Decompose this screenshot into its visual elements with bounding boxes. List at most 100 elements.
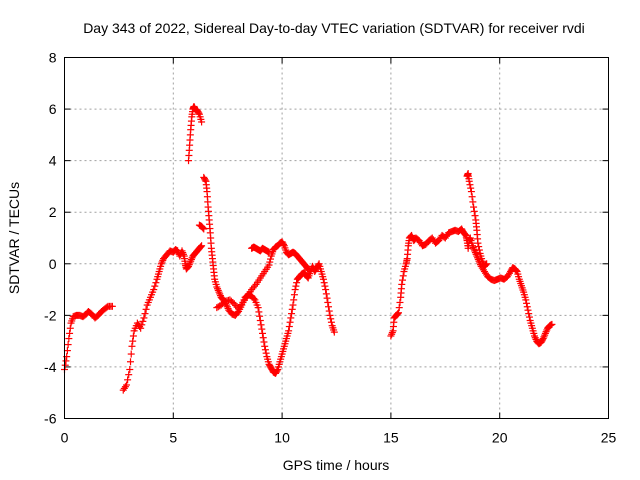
data-point — [200, 225, 208, 233]
data-point — [199, 224, 207, 232]
data-point — [66, 324, 74, 332]
data-point — [321, 282, 329, 290]
data-point — [539, 335, 547, 343]
data-point — [314, 261, 322, 269]
data-point — [108, 302, 116, 310]
data-point — [139, 317, 147, 325]
data-point — [469, 198, 477, 206]
data-point — [273, 367, 281, 375]
data-point — [512, 267, 520, 275]
data-point — [214, 286, 222, 294]
data-point — [254, 304, 262, 312]
data-point — [323, 294, 331, 302]
data-point — [158, 258, 166, 266]
data-point — [150, 286, 158, 294]
data-point — [388, 330, 396, 338]
y-tick-label: -6 — [44, 411, 57, 427]
data-point — [388, 329, 396, 337]
data-point — [471, 212, 479, 220]
x-tick-label: 20 — [492, 430, 508, 446]
data-point — [287, 314, 295, 322]
data-point — [538, 336, 546, 344]
data-point — [470, 207, 478, 215]
data-point — [126, 366, 134, 374]
data-point — [64, 341, 72, 349]
data-point — [469, 242, 476, 250]
data-point — [261, 346, 269, 354]
data-point — [326, 311, 334, 319]
data-points — [61, 102, 556, 394]
data-point — [186, 259, 194, 267]
data-point — [293, 279, 301, 287]
data-point — [259, 334, 267, 342]
data-point — [472, 250, 480, 258]
data-point — [467, 188, 475, 196]
data-point — [195, 109, 203, 117]
axis-ticks — [64, 57, 609, 419]
data-point — [523, 299, 531, 307]
data-point — [129, 337, 137, 345]
data-point — [187, 257, 195, 265]
data-point — [471, 249, 479, 257]
data-point — [483, 260, 491, 268]
x-axis-title: GPS time / hours — [283, 457, 390, 473]
data-point — [466, 181, 474, 189]
data-point — [468, 193, 476, 201]
data-point — [213, 283, 221, 291]
data-point — [327, 318, 335, 326]
data-point — [121, 383, 129, 391]
data-point — [531, 334, 539, 342]
data-point — [467, 184, 475, 192]
data-point — [266, 255, 274, 263]
data-point — [470, 245, 478, 253]
data-point — [327, 315, 335, 323]
data-point — [201, 176, 209, 184]
data-point — [63, 347, 71, 355]
data-point — [125, 371, 133, 379]
data-point — [399, 272, 407, 280]
y-tick-label: 6 — [49, 101, 57, 117]
data-point — [258, 325, 266, 333]
data-point — [187, 255, 195, 263]
data-point — [481, 262, 489, 270]
data-point — [541, 331, 549, 339]
data-point — [395, 309, 403, 317]
data-point — [214, 285, 222, 293]
data-point — [320, 279, 328, 287]
data-point — [393, 310, 401, 318]
data-point — [290, 296, 298, 304]
plot-frame — [64, 57, 609, 419]
y-tick-label: 2 — [49, 204, 57, 220]
data-point — [256, 317, 264, 325]
x-tick-label: 15 — [383, 430, 399, 446]
data-point — [129, 332, 137, 340]
data-point — [395, 304, 403, 312]
data-point — [540, 333, 548, 341]
data-point — [185, 262, 193, 270]
x-tick-label: 0 — [61, 430, 69, 446]
data-point — [394, 310, 402, 318]
data-point — [66, 329, 74, 337]
data-point — [157, 260, 165, 268]
grid-lines — [64, 57, 609, 419]
data-point — [256, 312, 264, 320]
data-point — [62, 357, 70, 365]
y-tick-label: 8 — [49, 50, 57, 66]
data-point — [123, 381, 131, 389]
y-tick-label: -2 — [44, 307, 57, 323]
data-point — [522, 296, 530, 304]
data-point — [288, 310, 296, 318]
data-point — [290, 291, 298, 299]
data-point — [291, 286, 299, 294]
data-point — [525, 313, 533, 321]
data-point — [319, 275, 327, 283]
data-point — [197, 243, 205, 251]
data-point — [325, 303, 333, 311]
x-tick-label: 5 — [169, 430, 177, 446]
data-point — [304, 266, 312, 274]
data-point — [471, 247, 479, 255]
x-tick-label: 10 — [274, 430, 290, 446]
data-point — [260, 338, 268, 346]
data-point — [324, 298, 332, 306]
data-point — [531, 332, 539, 340]
